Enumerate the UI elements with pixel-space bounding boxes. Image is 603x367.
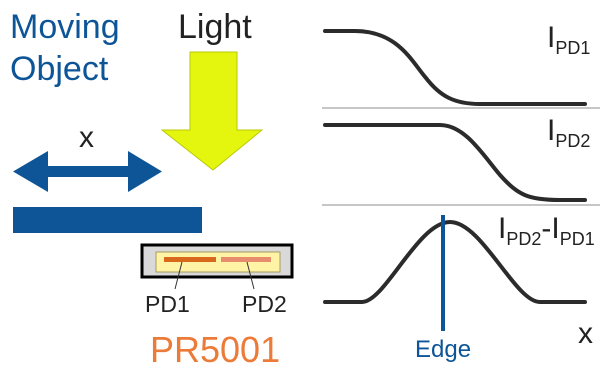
moving-object-label-line1: Moving	[10, 8, 120, 46]
pd2-leader-line	[246, 261, 255, 290]
difference-label: IPD2-IPD1	[498, 212, 595, 249]
ipd2-label: IPD2	[547, 114, 590, 151]
light-arrow-icon	[160, 51, 264, 171]
ipd1-label: IPD1	[547, 21, 590, 58]
x-axis-label: x	[578, 317, 593, 350]
edge-label: Edge	[415, 336, 471, 363]
pd1-photodiode	[164, 257, 216, 262]
moving-object-label-line2: Object	[10, 50, 109, 88]
x-motion-label: x	[79, 121, 94, 154]
product-label: PR5001	[150, 329, 280, 367]
pd2-label: PD2	[242, 291, 287, 317]
pd1-label: PD1	[145, 291, 190, 317]
moving-object-bar	[13, 207, 202, 233]
difference-curve	[323, 219, 587, 304]
ipd1-curve	[323, 29, 587, 106]
double-arrow-icon	[13, 151, 162, 192]
pr5001-package	[140, 243, 294, 290]
pd1-leader-line	[174, 261, 183, 290]
pd2-photodiode	[221, 257, 271, 262]
ipd2-curve	[323, 123, 587, 202]
light-label: Light	[178, 8, 252, 46]
